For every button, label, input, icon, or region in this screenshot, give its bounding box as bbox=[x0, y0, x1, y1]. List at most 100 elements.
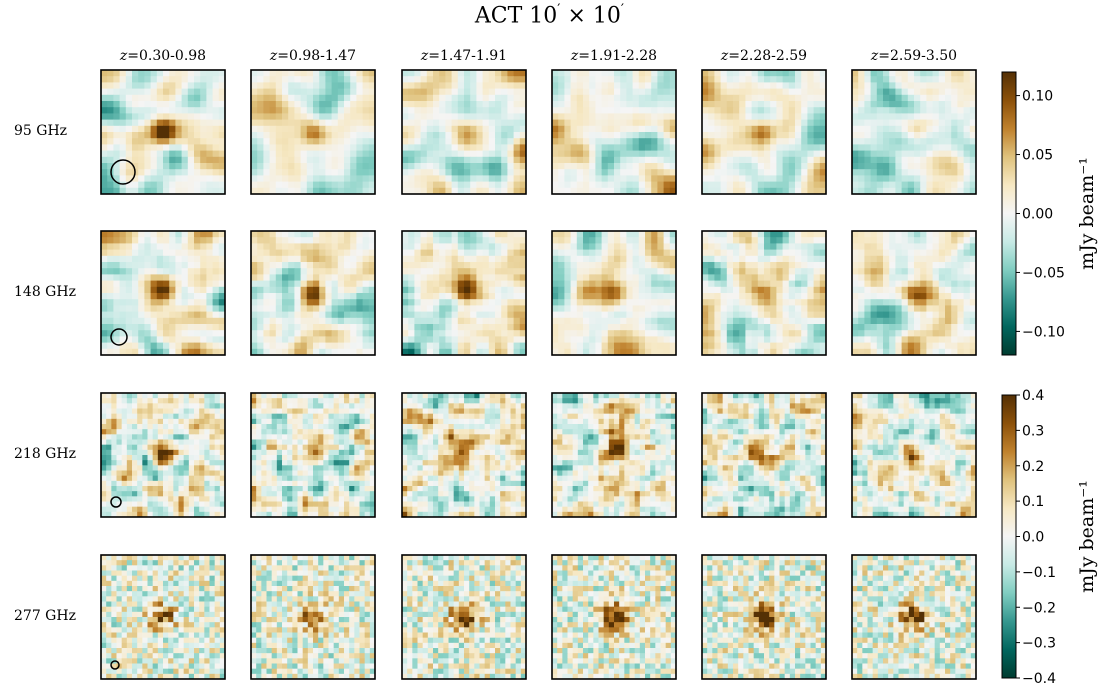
heatmap-cell bbox=[200, 187, 207, 195]
heatmap-cell bbox=[137, 408, 143, 415]
heatmap-cell bbox=[206, 268, 213, 275]
heatmap-cell bbox=[813, 342, 821, 350]
heatmap-cell bbox=[313, 280, 320, 288]
heatmap-cell bbox=[125, 342, 133, 350]
heatmap-cell bbox=[107, 101, 114, 108]
heatmap-cell bbox=[163, 76, 170, 83]
heatmap-cell bbox=[663, 169, 671, 176]
heatmap-cell bbox=[945, 181, 952, 189]
heatmap-cell bbox=[945, 132, 952, 139]
heatmap-cell bbox=[764, 299, 771, 306]
heatmap-cell bbox=[552, 299, 559, 306]
heatmap-cell bbox=[362, 293, 370, 300]
heatmap-cell bbox=[669, 286, 677, 294]
heatmap-cell bbox=[852, 293, 859, 300]
heatmap-cell bbox=[507, 280, 514, 288]
heatmap-cell bbox=[163, 187, 170, 195]
heatmap-cell bbox=[175, 268, 182, 275]
heatmap-cell bbox=[708, 163, 715, 170]
heatmap-cell bbox=[313, 268, 320, 275]
heatmap-cell bbox=[870, 262, 878, 269]
heatmap-cell bbox=[819, 101, 827, 108]
heatmap-cell bbox=[257, 70, 264, 77]
heatmap-cell bbox=[776, 187, 783, 195]
heatmap-cell bbox=[251, 317, 258, 325]
heatmap-cell bbox=[356, 82, 363, 89]
heatmap-cell bbox=[476, 187, 483, 195]
heatmap-cell bbox=[288, 156, 295, 164]
cutout-panel bbox=[100, 69, 226, 195]
heatmap-cell bbox=[433, 101, 440, 108]
heatmap-cell bbox=[206, 243, 213, 250]
heatmap-cell bbox=[362, 88, 370, 96]
heatmap-cell bbox=[107, 237, 114, 244]
heatmap-cell bbox=[702, 243, 709, 250]
heatmap-cell bbox=[889, 268, 896, 275]
heatmap-cell bbox=[583, 317, 590, 325]
heatmap-cell bbox=[488, 299, 496, 306]
heatmap-cell bbox=[144, 94, 151, 102]
heatmap-cell bbox=[558, 82, 565, 89]
heatmap-cell bbox=[558, 76, 565, 83]
heatmap-cell bbox=[107, 125, 114, 133]
heatmap-cell bbox=[883, 305, 890, 312]
heatmap-cell bbox=[963, 280, 971, 288]
heatmap-cell bbox=[870, 150, 878, 158]
heatmap-cell bbox=[889, 169, 896, 176]
heatmap-cell bbox=[920, 156, 927, 164]
heatmap-cell bbox=[306, 70, 314, 77]
heatmap-cell bbox=[552, 150, 559, 158]
heatmap-cell bbox=[795, 187, 802, 195]
heatmap-cell bbox=[476, 262, 483, 269]
heatmap-cell bbox=[858, 299, 865, 306]
heatmap-cell bbox=[907, 317, 915, 325]
heatmap-cell bbox=[163, 324, 170, 331]
heatmap-cell bbox=[350, 138, 357, 145]
heatmap-cell bbox=[938, 169, 946, 176]
heatmap-cell bbox=[187, 274, 195, 281]
heatmap-cell bbox=[495, 286, 502, 294]
heatmap-cell bbox=[507, 82, 514, 89]
heatmap-cell bbox=[445, 107, 452, 114]
heatmap-cell bbox=[876, 231, 884, 238]
heatmap-cell bbox=[770, 305, 777, 312]
heatmap-cell bbox=[626, 317, 633, 325]
heatmap-cell bbox=[870, 342, 878, 350]
heatmap-cell bbox=[945, 88, 952, 96]
heatmap-cell bbox=[402, 169, 409, 176]
heatmap-cell bbox=[895, 169, 902, 176]
heatmap-cell bbox=[414, 94, 421, 102]
heatmap-cell bbox=[751, 274, 759, 281]
heatmap-cell bbox=[356, 107, 363, 114]
heatmap-cell bbox=[169, 94, 176, 102]
heatmap-cell bbox=[895, 125, 902, 133]
heatmap-cell bbox=[187, 88, 195, 96]
heatmap-cell bbox=[714, 255, 721, 263]
heatmap-cell bbox=[614, 342, 621, 350]
heatmap-cell bbox=[770, 150, 777, 158]
heatmap-cell bbox=[476, 156, 483, 164]
heatmap-cell bbox=[714, 249, 721, 257]
heatmap-cell bbox=[938, 187, 946, 195]
heatmap-cell bbox=[819, 255, 827, 263]
heatmap-cell bbox=[319, 336, 326, 343]
heatmap-cell bbox=[614, 293, 621, 300]
heatmap-cell bbox=[901, 169, 909, 176]
heatmap-cell bbox=[858, 156, 865, 164]
heatmap-cell bbox=[132, 187, 139, 195]
heatmap-cell bbox=[420, 175, 428, 182]
heatmap-cell bbox=[870, 237, 878, 244]
heatmap-cell bbox=[813, 144, 821, 151]
heatmap-cell bbox=[269, 231, 277, 238]
heatmap-cell bbox=[733, 150, 740, 158]
heatmap-cell bbox=[714, 132, 721, 139]
heatmap-cell bbox=[626, 107, 633, 114]
heatmap-cell bbox=[212, 299, 220, 306]
heatmap-cell bbox=[607, 255, 615, 263]
heatmap-cell bbox=[206, 336, 213, 343]
heatmap-cell bbox=[945, 107, 952, 114]
heatmap-cell bbox=[852, 125, 859, 133]
heatmap-cell bbox=[733, 101, 740, 108]
heatmap-cell bbox=[251, 286, 258, 294]
heatmap-cell bbox=[181, 348, 189, 356]
